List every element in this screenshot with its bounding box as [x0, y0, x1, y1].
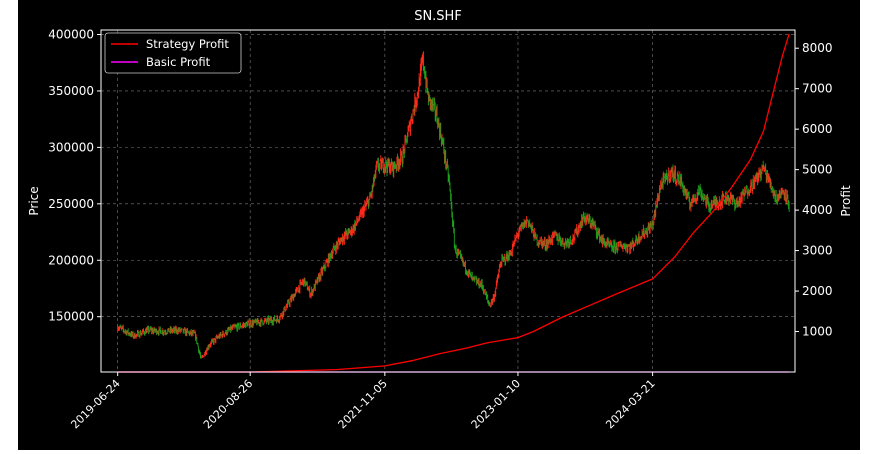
- x-tick-label: 2023-01-10: [469, 377, 523, 431]
- strategy-profit-line: [117, 33, 790, 373]
- y2-tick-label: 5000: [802, 163, 833, 177]
- legend-label-basic: Basic Profit: [146, 55, 211, 69]
- grid-lines: [101, 30, 795, 372]
- y-tick-label: 400000: [48, 28, 94, 42]
- profit-lines: [117, 33, 790, 373]
- y-tick-label: 300000: [48, 140, 94, 154]
- y-tick-label: 200000: [48, 253, 94, 267]
- x-tick-label: 2024-03-21: [603, 377, 657, 431]
- legend: Strategy Profit Basic Profit: [104, 32, 242, 74]
- y2-tick-label: 8000: [802, 41, 833, 55]
- y2-tick-label: 7000: [802, 82, 833, 96]
- x-tick-label: 2020-08-26: [201, 377, 255, 431]
- y2-tick-label: 2000: [802, 284, 833, 298]
- x-tick-label: 2021-11-05: [336, 377, 390, 431]
- y-axis-price: 150000 200000 250000 300000 350000 400000: [48, 28, 101, 324]
- x-axis: 2019-06-24 2020-08-26 2021-11-05 2023-01-10…: [68, 372, 658, 431]
- y2-tick-label: 3000: [802, 244, 833, 258]
- price-candles: [117, 51, 790, 359]
- y-tick-label: 350000: [48, 84, 94, 98]
- price-profit-chart: SN.SHF 2019-06-24 2020-08-26 2021-11-05 202…: [27, 9, 853, 431]
- x-tick-label: 2019-06-24: [68, 377, 122, 431]
- y-tick-label: 150000: [48, 310, 94, 324]
- chart-title: SN.SHF: [414, 9, 462, 24]
- legend-box: [104, 32, 242, 74]
- y-tick-label: 250000: [48, 197, 94, 211]
- y-axis-profit: 1000 2000 3000 4000 5000 6000 7000 8000: [795, 41, 833, 339]
- y2-tick-label: 4000: [802, 203, 833, 217]
- chart-figure: SN.SHF 2019-06-24 2020-08-26 2021-11-05 202…: [18, 0, 860, 450]
- y-axis-label: Price: [27, 186, 41, 215]
- y2-tick-label: 1000: [802, 325, 833, 339]
- y2-axis-label: Profit: [839, 185, 853, 217]
- y2-tick-label: 6000: [802, 122, 833, 136]
- plot-frame: [100, 29, 796, 373]
- legend-label-strategy: Strategy Profit: [146, 37, 229, 51]
